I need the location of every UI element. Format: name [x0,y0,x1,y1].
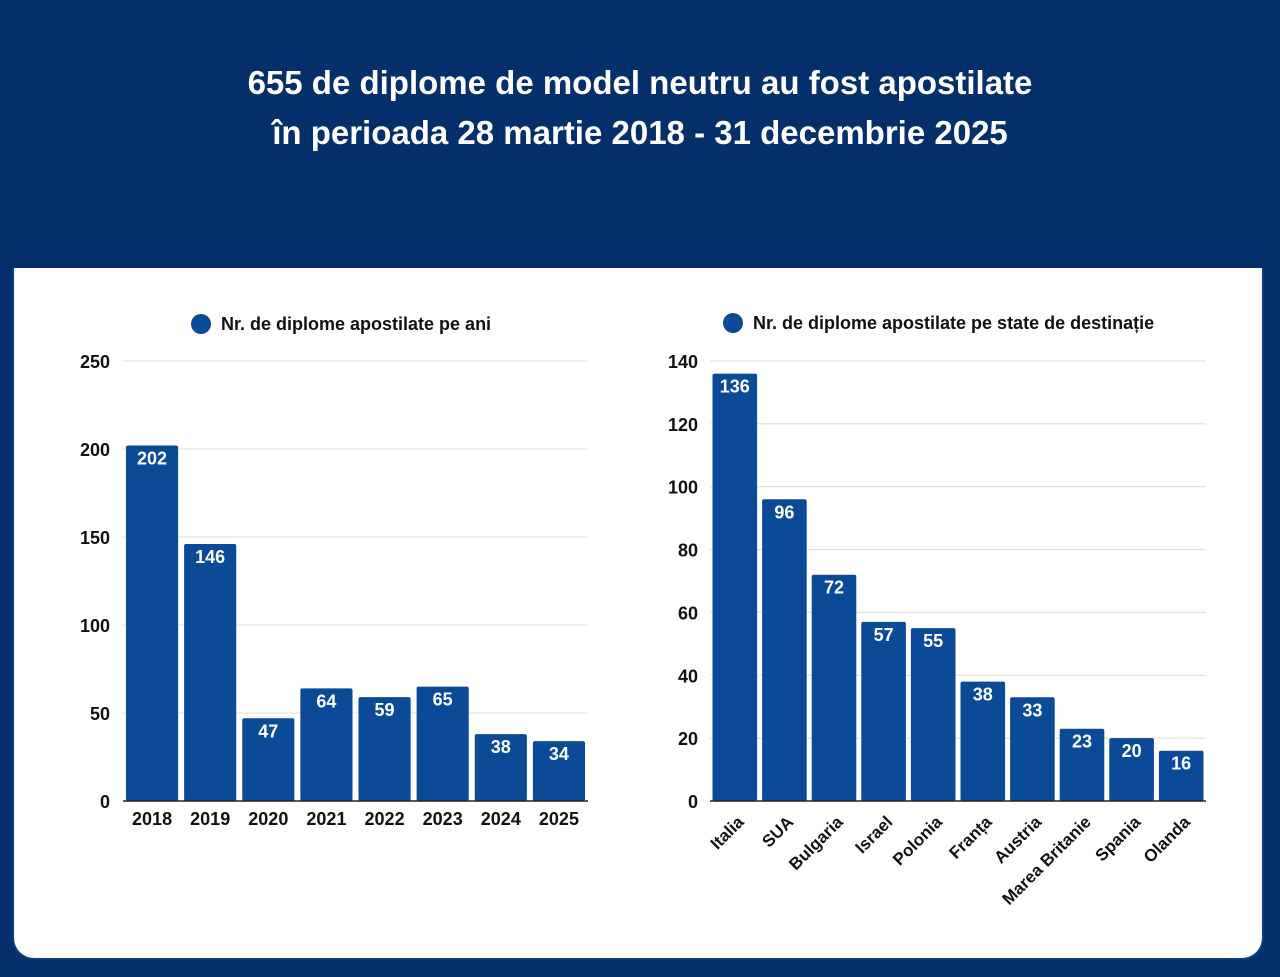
years-ytick-label: 200 [80,440,110,460]
destinations-ytick-label: 100 [668,478,698,498]
years-xtick-label: 2022 [365,809,405,829]
destinations-xtick-label: SUA [758,812,797,851]
years-bar [474,734,527,801]
years-ytick-label: 50 [90,704,110,724]
years-bar [532,741,585,801]
years-xtick-label: 2021 [306,809,346,829]
years-bar [242,718,295,801]
years-ytick-label: 100 [80,616,110,636]
years-data-label: 202 [137,448,167,468]
destinations-data-label: 55 [923,631,943,651]
destinations-data-label: 20 [1122,741,1142,761]
destinations-bar [861,621,906,801]
years-bar [126,445,179,801]
years-data-label: 65 [433,690,453,710]
destinations-bar [762,499,807,801]
destinations-data-label: 72 [824,578,844,598]
destinations-xtick-label: Italia [707,812,748,853]
destinations-xtick-label: Spania [1092,812,1145,865]
page-title: 655 de diplome de model neutru au fost a… [0,58,1280,158]
years-xtick-label: 2025 [539,809,579,829]
destinations-xtick-label: Marea Britanie [999,812,1095,908]
years-data-label: 146 [195,547,225,567]
destinations-xtick-label: Franța [945,812,996,863]
destinations-ytick-label: 60 [678,603,698,623]
destinations-data-label: 57 [874,625,894,645]
destinations-legend-marker [723,313,743,333]
destinations-data-label: 16 [1171,754,1191,774]
years-data-label: 47 [258,721,278,741]
destinations-bar [1158,750,1204,801]
destinations-xtick-label: Olanda [1140,812,1195,867]
years-data-label: 34 [549,744,569,764]
destinations-data-label: 33 [1022,700,1042,720]
destinations-xtick-label: Israel [852,812,897,857]
destinations-data-label: 38 [973,685,993,705]
destinations-ytick-label: 80 [678,541,698,561]
years-bar [416,686,469,801]
title-line-1: 655 de diplome de model neutru au fost a… [247,64,1033,101]
destinations-bar [1109,738,1154,801]
years-data-label: 38 [491,737,511,757]
years-ytick-label: 0 [100,792,110,812]
destinations-data-label: 23 [1072,732,1092,752]
years-ytick-label: 250 [80,352,110,372]
destinations-ytick-label: 20 [678,729,698,749]
destinations-data-label: 96 [774,502,794,522]
destinations-data-label: 136 [720,377,750,397]
destinations-ytick-label: 120 [668,415,698,435]
destinations-bar [960,681,1006,801]
destinations-bar [811,574,857,801]
years-bar [300,688,353,801]
years-data-label: 64 [316,691,336,711]
years-xtick-label: 2019 [190,809,230,829]
years-data-label: 59 [375,700,395,720]
destinations-legend-label: Nr. de diplome apostilate pe state de de… [753,313,1154,333]
destinations-bar [910,628,956,801]
years-legend-label: Nr. de diplome apostilate pe ani [221,314,491,334]
years-legend: Nr. de diplome apostilate pe ani [191,314,491,334]
title-line-2: în perioada 28 martie 2018 - 31 decembri… [272,114,1008,151]
years-legend-marker [191,314,211,334]
destinations-xtick-label: Polonia [889,812,946,869]
years-xtick-label: 2018 [132,809,172,829]
years-xtick-label: 2024 [481,809,521,829]
years-xtick-label: 2023 [423,809,463,829]
destinations-ytick-label: 140 [668,352,698,372]
years-xtick-label: 2020 [248,809,288,829]
destinations-ytick-label: 0 [688,792,698,812]
years-bar [358,697,411,801]
years-ytick-label: 150 [80,528,110,548]
chart-years: Nr. de diplome apostilate pe ani 0 50 100 15… [80,314,588,829]
destinations-bar [1059,728,1105,801]
destinations-legend: Nr. de diplome apostilate pe state de de… [723,313,1154,333]
header-banner: 655 de diplome de model neutru au fost a… [0,0,1280,270]
destinations-bar [712,373,758,801]
years-bar [184,544,237,801]
destinations-bar [1010,697,1055,801]
destinations-xtick-label: Bulgaria [785,812,847,874]
destinations-ytick-label: 40 [678,666,698,686]
